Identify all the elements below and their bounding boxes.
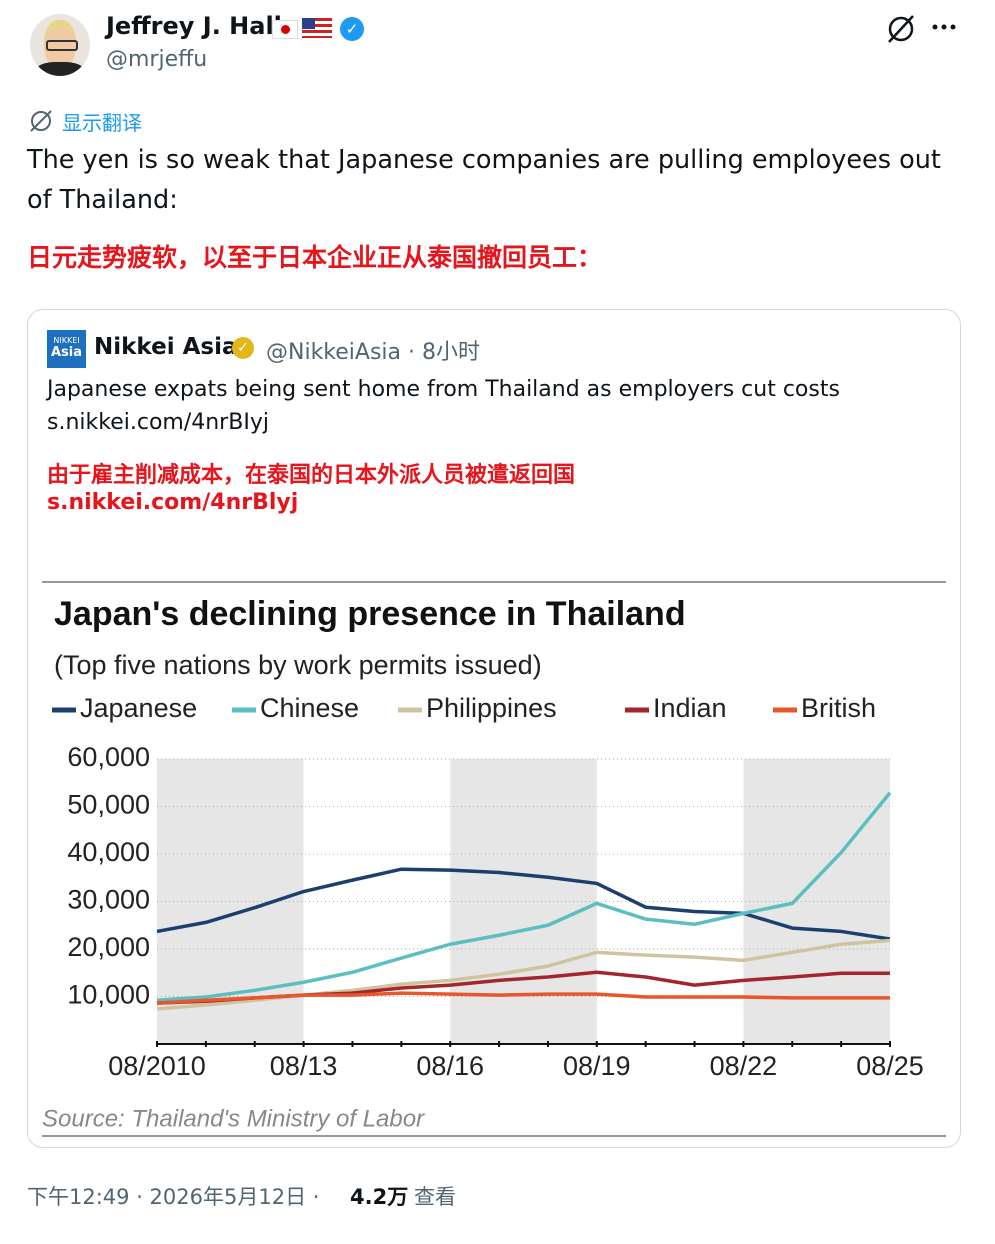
quote-meta: @NikkeiAsia · 8小时 [266, 340, 480, 365]
tweet-views: 4.2万 [350, 1185, 409, 1209]
quote-logo: NIKKEI Asia [47, 330, 86, 368]
quote-translation: 由于雇主削减成本，在泰国的日本外派人员被遣返回国 [47, 463, 576, 488]
avatar[interactable] [30, 14, 90, 76]
grok-icon[interactable] [884, 12, 918, 46]
y-tick-label: 50,000 [67, 790, 150, 820]
y-tick-label: 60,000 [67, 742, 150, 772]
x-tick-label: 08/25 [856, 1051, 924, 1081]
chart-source: Source: Thailand's Ministry of Labor [42, 1105, 425, 1132]
quote-badge: ✓ [232, 337, 254, 359]
quote-name: Nikkei Asia [94, 334, 238, 360]
x-tick-label: 08/19 [563, 1051, 631, 1081]
tweet-text: The yen is so weak that Japanese compani… [27, 145, 941, 215]
flag-us [302, 18, 332, 38]
chart-subtitle: (Top five nations by work permits issued… [54, 650, 542, 680]
shaded-band [450, 759, 597, 1044]
author-name[interactable]: Jeffrey J. Hall [106, 12, 282, 40]
more-icon[interactable] [930, 20, 960, 34]
x-tick-label: 08/13 [270, 1051, 338, 1081]
y-tick-label: 40,000 [67, 837, 150, 867]
series-line [156, 791, 892, 1003]
author-handle[interactable]: @mrjeffu [106, 47, 208, 72]
x-tick-label: 08/2010 [108, 1051, 206, 1081]
y-tick-label: 30,000 [67, 885, 150, 915]
tweet-views-label: 查看 [414, 1185, 456, 1209]
y-tick-label: 20,000 [67, 932, 150, 962]
chart: Japan's declining presence in Thailand (… [42, 581, 946, 1137]
legend-label: Chinese [260, 693, 359, 723]
legend-label: Indian [653, 693, 727, 723]
x-tick-label: 08/16 [416, 1051, 484, 1081]
quote-translation-link: s.nikkei.com/4nrBlyj [47, 490, 299, 515]
logo-top: NIKKEI [53, 336, 80, 345]
legend-label: Japanese [80, 693, 197, 723]
x-tick-label: 08/22 [710, 1051, 778, 1081]
quote-card[interactable] [27, 309, 961, 1148]
logo-bottom: Asia [50, 345, 83, 360]
series-line [156, 991, 890, 1005]
tweet-translation: 日元走势疲软，以至于日本企业正从泰国撤回员工： [27, 243, 603, 272]
legend-label: Philippines [426, 693, 557, 723]
legend-label: British [801, 693, 876, 723]
series-line [156, 867, 891, 941]
translate-icon [30, 110, 52, 132]
translate-button[interactable]: 显示翻译 [62, 111, 142, 135]
quote-link[interactable]: s.nikkei.com/4nrBIyj [47, 410, 269, 435]
tweet-time: 下午12:49 · 2026年5月12日 · [27, 1185, 320, 1209]
y-tick-label: 10,000 [67, 980, 150, 1010]
verified-badge: ✓ [340, 17, 364, 41]
chart-title: Japan's declining presence in Thailand [54, 595, 686, 633]
flag-japan [272, 20, 298, 39]
quote-text: Japanese expats being sent home from Tha… [47, 377, 840, 402]
